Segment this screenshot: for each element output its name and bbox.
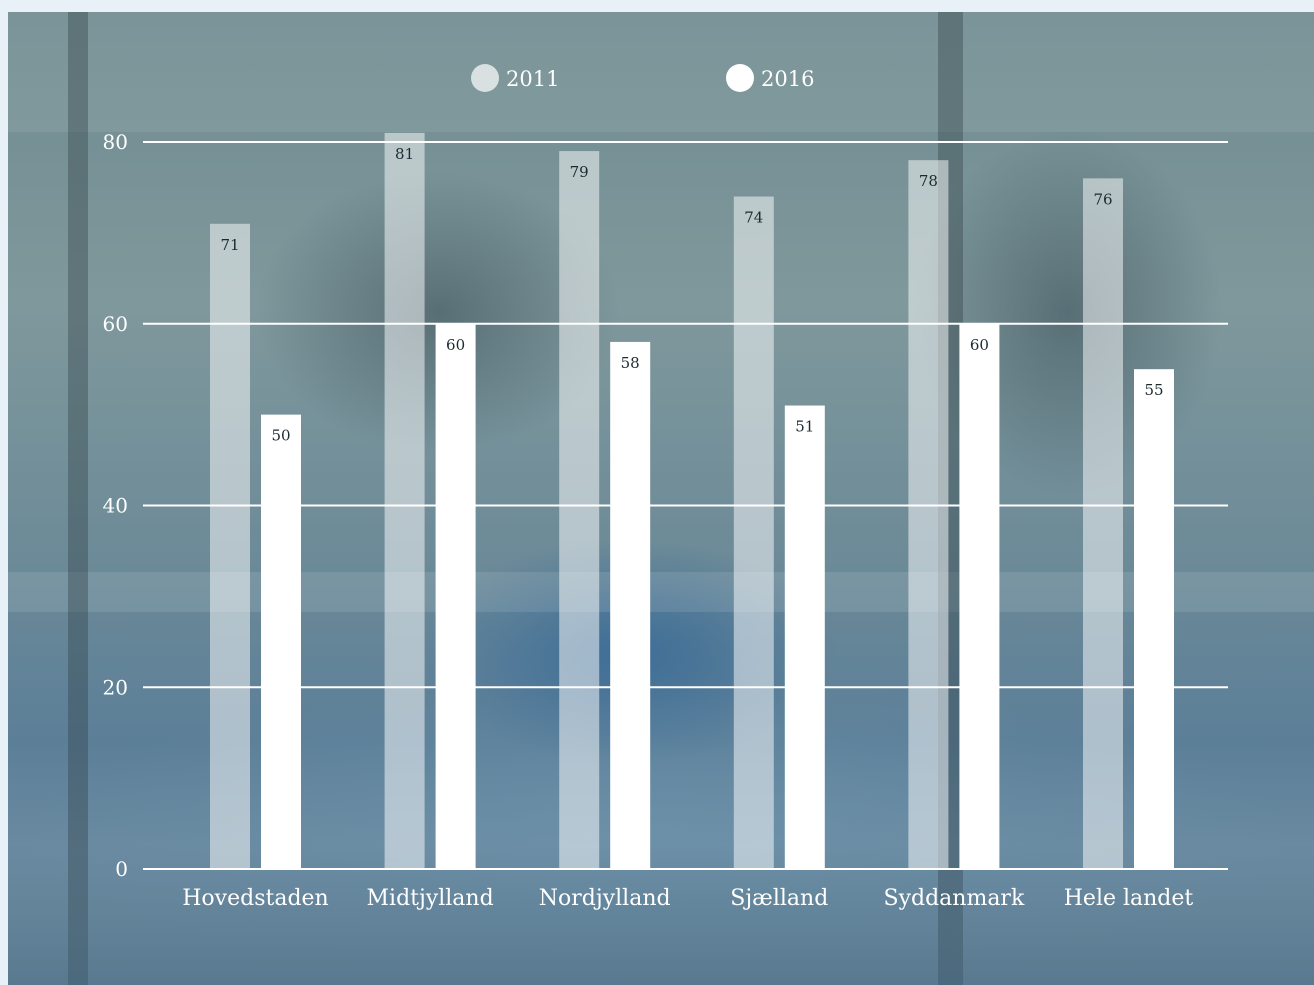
- legend-label: 2016: [761, 67, 814, 91]
- value-label: 60: [970, 336, 989, 354]
- bar-2011-4: [908, 160, 949, 870]
- value-labels: 71 50 81 60 79 58 74 51 78 60 76 55: [220, 145, 1163, 445]
- legend-marker: [726, 64, 754, 92]
- legend-marker: [471, 64, 499, 92]
- category-label: Sjælland: [730, 886, 828, 911]
- bar-2016-1: [435, 323, 476, 869]
- value-label: 81: [395, 145, 414, 163]
- bar-2011-0: [210, 223, 250, 870]
- bar-2016-3: [784, 405, 825, 869]
- category-label: Syddanmark: [884, 886, 1025, 911]
- y-tick-label: 0: [115, 857, 128, 881]
- value-label: 50: [271, 427, 290, 445]
- bar-2011-3: [733, 196, 774, 869]
- category-label: Midtjylland: [367, 886, 494, 911]
- category-label: Hovedstaden: [182, 886, 328, 911]
- value-label: 71: [220, 236, 239, 254]
- bar-2011-1: [384, 132, 425, 870]
- y-tick-label: 20: [103, 675, 128, 699]
- value-label: 79: [570, 163, 589, 181]
- y-tick-label: 60: [103, 312, 128, 336]
- bar-2016-2: [610, 341, 651, 869]
- value-label: 78: [919, 172, 938, 190]
- value-label: 74: [744, 209, 763, 227]
- bar-2016-5: [1134, 369, 1174, 869]
- category-label: Nordjylland: [539, 886, 671, 911]
- gridlines: 0 20 40 60 80: [103, 130, 1228, 881]
- bar-2011-5: [1083, 178, 1123, 870]
- bar-2011-2: [559, 151, 600, 869]
- category-labels: Hovedstaden Midtjylland Nordjylland Sjællan…: [182, 886, 1193, 911]
- value-label: 51: [795, 418, 814, 436]
- bar-2016-0: [261, 414, 301, 869]
- value-label: 55: [1144, 381, 1163, 399]
- category-label: Hele landet: [1064, 886, 1194, 911]
- value-label: 76: [1093, 190, 1112, 208]
- bars: [210, 132, 1174, 870]
- bar-2016-4: [959, 323, 1000, 869]
- legend-label: 2011: [506, 67, 559, 91]
- y-tick-label: 40: [103, 494, 128, 518]
- y-tick-label: 80: [103, 130, 128, 154]
- legend: 2011 2016: [471, 64, 814, 92]
- value-label: 58: [621, 354, 640, 372]
- value-label: 60: [446, 336, 465, 354]
